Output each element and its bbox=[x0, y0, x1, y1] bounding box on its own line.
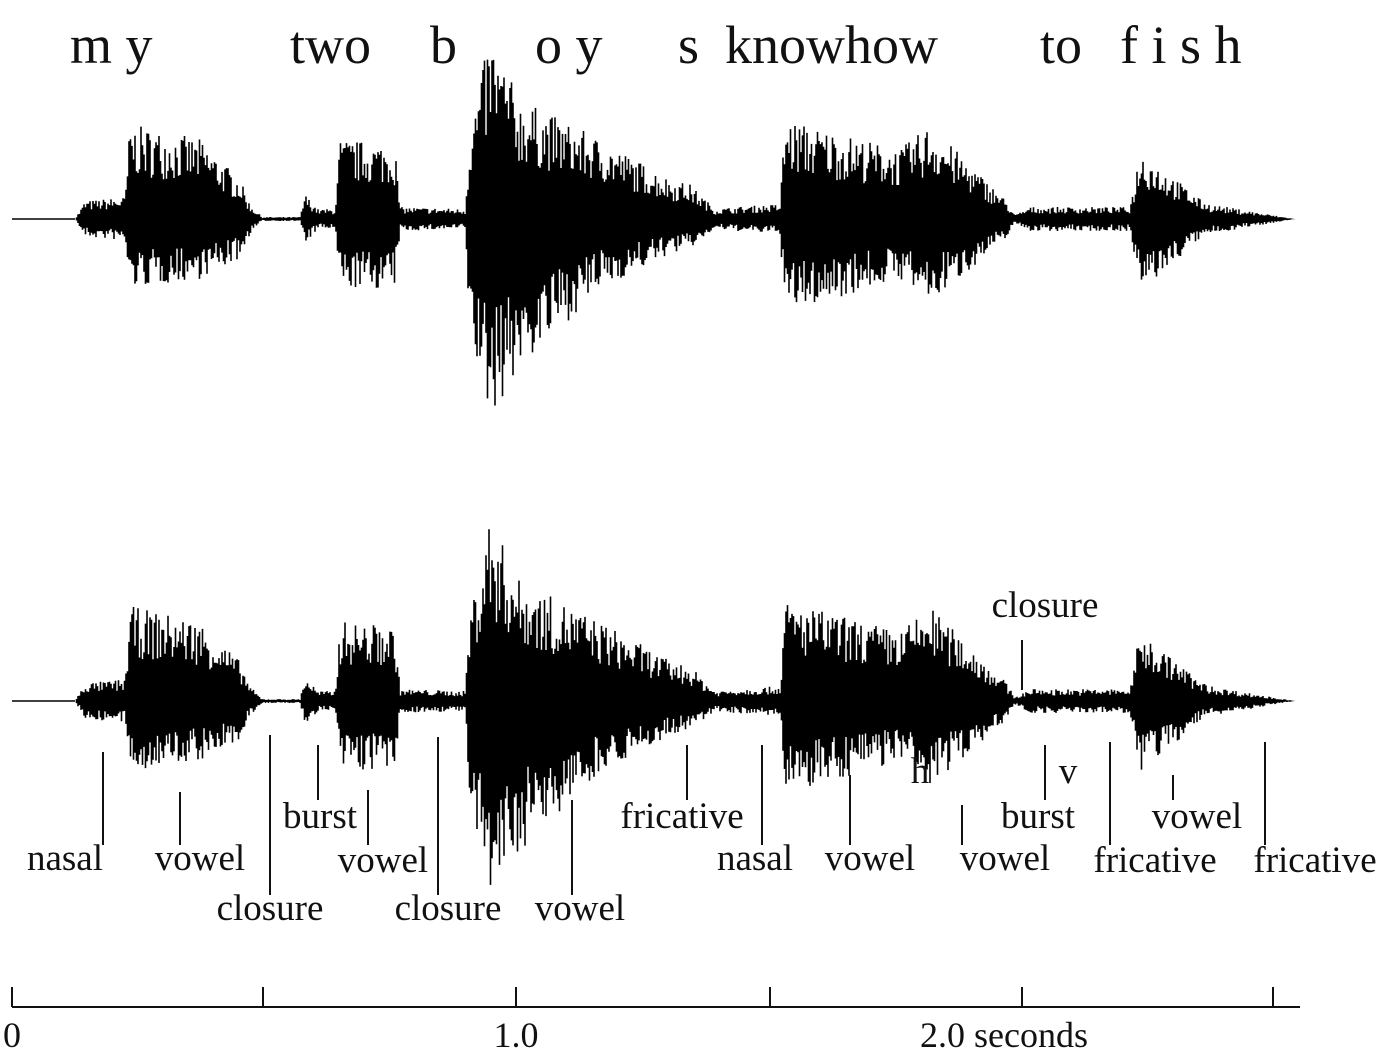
segment-label: fricative bbox=[1253, 840, 1376, 881]
segment-label: burst bbox=[1001, 796, 1076, 837]
word: knowhow bbox=[725, 15, 938, 75]
segment-label: vowel bbox=[825, 838, 915, 879]
segment-label: nasal bbox=[27, 838, 103, 879]
word: b bbox=[430, 15, 457, 75]
segment-label: vowel bbox=[960, 838, 1050, 879]
segment-label: h bbox=[911, 751, 930, 792]
segment-label: vowel bbox=[338, 840, 428, 881]
word: s bbox=[678, 15, 699, 75]
word: m y bbox=[70, 15, 153, 75]
segment-label: fricative bbox=[1093, 840, 1216, 881]
word: f i s h bbox=[1120, 15, 1242, 75]
segment-label: closure bbox=[992, 585, 1099, 626]
word: o y bbox=[535, 15, 603, 75]
axis-label: 0 bbox=[3, 1015, 21, 1055]
segment-label: vowel bbox=[1152, 796, 1242, 837]
segment-label: closure bbox=[395, 888, 502, 929]
segment-label: nasal bbox=[717, 838, 793, 879]
word: to bbox=[1040, 15, 1082, 75]
waveform bbox=[12, 59, 1296, 406]
axis-label: 1.0 bbox=[494, 1015, 539, 1055]
segment-label: v bbox=[1059, 751, 1078, 792]
word: two bbox=[290, 15, 371, 75]
segment-label: vowel bbox=[155, 838, 245, 879]
segment-label: closure bbox=[217, 888, 324, 929]
segment-label: burst bbox=[283, 796, 358, 837]
segment-label: vowel bbox=[535, 888, 625, 929]
axis-label: 2.0 seconds bbox=[920, 1015, 1088, 1055]
segment-label: fricative bbox=[620, 796, 743, 837]
waveform bbox=[12, 529, 1296, 885]
